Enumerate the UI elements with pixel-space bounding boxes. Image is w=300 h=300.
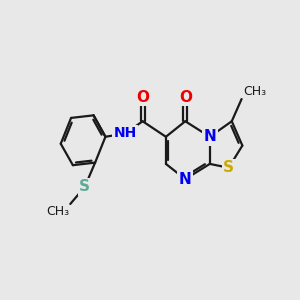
Text: CH₃: CH₃: [46, 205, 69, 218]
Text: NH: NH: [114, 126, 137, 140]
Text: O: O: [136, 90, 149, 105]
Text: O: O: [179, 90, 192, 105]
Text: CH₃: CH₃: [243, 85, 266, 98]
Text: N: N: [179, 172, 192, 187]
Text: N: N: [203, 129, 216, 144]
Text: S: S: [223, 160, 234, 175]
Text: S: S: [79, 179, 90, 194]
